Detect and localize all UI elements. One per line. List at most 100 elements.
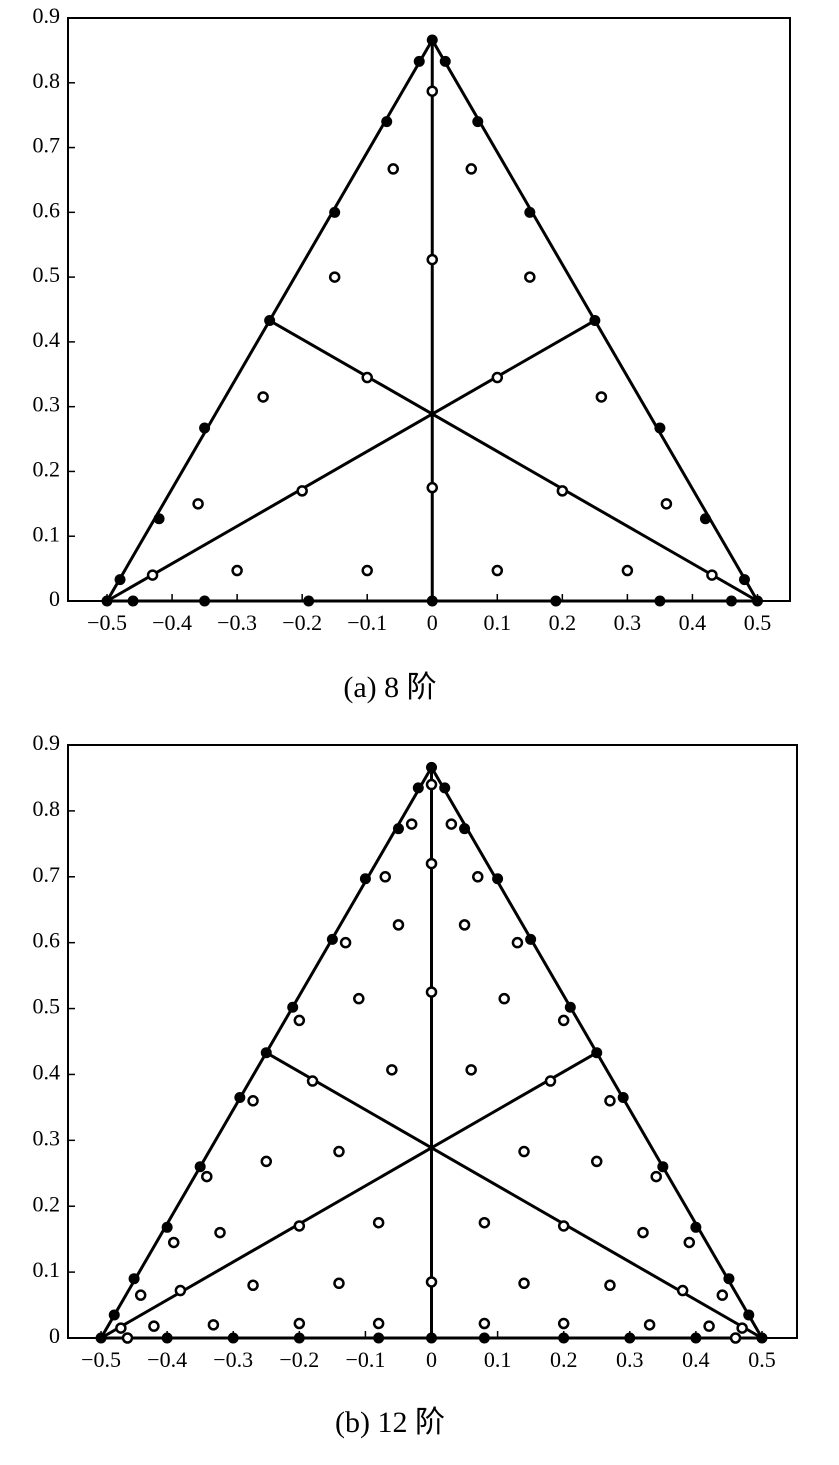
open-point (736, 1322, 748, 1334)
open-point (621, 564, 634, 577)
filled-point (723, 1273, 735, 1285)
x-tick-label: 0.2 (549, 610, 577, 635)
x-tick-label: −0.1 (347, 610, 387, 635)
open-point (425, 778, 438, 791)
y-tick-label: 0.7 (33, 133, 61, 158)
open-point (333, 1145, 345, 1158)
filled-point (459, 823, 471, 835)
filled-point (725, 595, 737, 607)
x-tick-label: −0.5 (81, 1347, 121, 1372)
filled-point (591, 1047, 603, 1059)
open-point (146, 569, 159, 581)
filled-point (359, 873, 371, 885)
filled-point (589, 315, 601, 327)
open-point (604, 1279, 616, 1292)
filled-point (412, 782, 424, 794)
x-tick-label: −0.1 (345, 1347, 385, 1372)
open-point (478, 1216, 491, 1229)
open-point (214, 1226, 226, 1239)
caption: (b) 12 阶 (335, 1406, 445, 1439)
open-point (556, 485, 569, 497)
open-point (637, 1226, 649, 1239)
filled-point (108, 1309, 120, 1321)
open-point (445, 818, 458, 830)
filled-point (654, 595, 666, 607)
caption: (a) 8 阶 (343, 671, 436, 704)
open-point (425, 1276, 438, 1288)
open-point (472, 871, 484, 883)
filled-point (329, 206, 341, 218)
y-tick-label: 0.3 (33, 1125, 61, 1150)
open-point (590, 1155, 603, 1168)
filled-point (373, 1332, 385, 1344)
open-point (333, 1277, 345, 1290)
filled-point (227, 1332, 239, 1344)
open-point (676, 1284, 689, 1297)
open-point (465, 1064, 477, 1076)
filled-point (101, 595, 113, 607)
filled-point (194, 1161, 206, 1173)
x-tick-label: 0.1 (484, 1347, 512, 1372)
x-tick-label: 0.4 (682, 1347, 710, 1372)
open-point (518, 1145, 530, 1158)
open-point (167, 1236, 180, 1249)
y-tick-label: 0 (49, 586, 60, 611)
filled-point (751, 595, 763, 607)
open-point (293, 1220, 306, 1232)
x-tick-label: 0.3 (614, 610, 642, 635)
open-point (293, 1317, 306, 1330)
open-point (207, 1319, 220, 1331)
open-point (557, 1317, 570, 1330)
open-point (706, 569, 718, 581)
open-point (247, 1095, 259, 1107)
open-point (426, 481, 439, 494)
filled-point (690, 1221, 702, 1233)
open-point (361, 371, 373, 384)
y-tick-label: 0.5 (33, 994, 61, 1019)
filled-point (303, 595, 315, 607)
filled-point (525, 933, 537, 945)
filled-point (617, 1092, 629, 1104)
filled-point (161, 1221, 173, 1233)
open-point (328, 271, 341, 283)
open-point (361, 564, 373, 577)
filled-point (439, 55, 451, 67)
x-tick-label: −0.2 (279, 1347, 319, 1372)
y-tick-label: 0.9 (33, 3, 61, 28)
open-point (458, 919, 471, 931)
filled-point (550, 595, 562, 607)
open-point (478, 1317, 491, 1330)
open-point (306, 1075, 319, 1087)
x-tick-label: −0.5 (87, 610, 127, 635)
filled-point (756, 1332, 768, 1344)
filled-point (293, 1332, 305, 1344)
y-tick-label: 0.7 (33, 862, 61, 887)
open-point (115, 1322, 127, 1334)
y-tick-label: 0.3 (33, 392, 61, 417)
filled-point (127, 595, 139, 607)
filled-point (426, 1332, 438, 1344)
open-point (660, 498, 673, 510)
open-point (392, 919, 405, 931)
open-point (465, 163, 478, 175)
filled-point (326, 933, 338, 945)
open-point (595, 391, 608, 403)
filled-point (128, 1273, 140, 1285)
open-point (426, 85, 439, 97)
filled-point (524, 206, 536, 218)
open-point (201, 1170, 213, 1183)
y-tick-label: 0.9 (33, 730, 61, 755)
filled-point (161, 1332, 173, 1344)
x-tick-label: 0 (427, 610, 438, 635)
plot-frame (67, 17, 791, 602)
x-tick-label: 0.2 (550, 1347, 578, 1372)
filled-point (95, 1332, 107, 1344)
y-tick-label: 0.4 (33, 327, 61, 352)
open-point (425, 986, 438, 998)
open-point (353, 992, 365, 1005)
y-tick-label: 0.2 (33, 456, 61, 481)
filled-point (199, 595, 211, 607)
y-tick-label: 0.2 (33, 1191, 61, 1216)
open-point (293, 1014, 306, 1027)
x-tick-label: 0.3 (616, 1347, 644, 1372)
